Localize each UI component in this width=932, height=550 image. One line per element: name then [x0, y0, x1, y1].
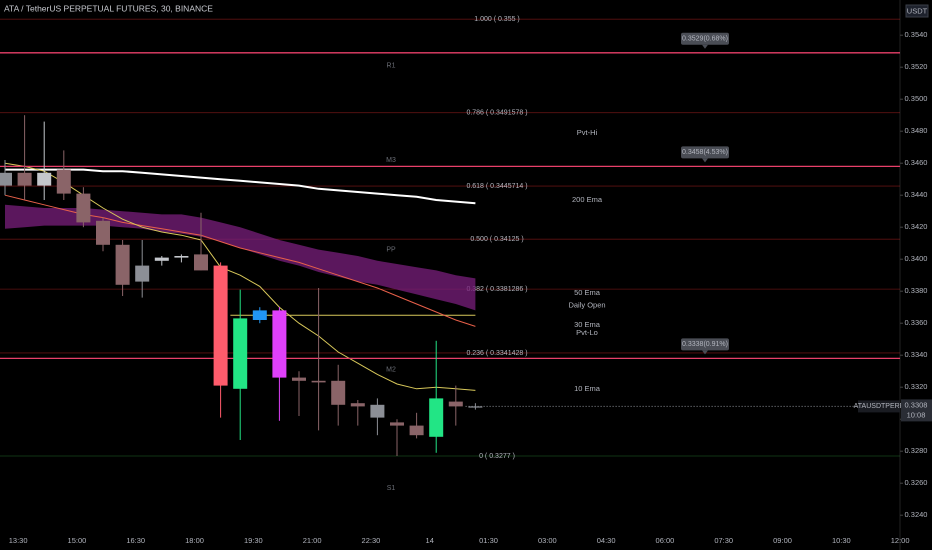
chart-title: ATA / TetherUS PERPETUAL FUTURES, 30, BI…	[4, 3, 213, 13]
x-tick-label: 16:30	[126, 536, 145, 545]
candle-body	[115, 244, 130, 285]
candle-body	[311, 380, 326, 383]
fib-label: 0.500 ( 0.34125 )	[470, 236, 523, 243]
symbol-label: ATAUSDTPERP	[854, 403, 905, 410]
candle-body	[135, 265, 150, 282]
x-tick-label: 10:30	[832, 536, 851, 545]
y-tick-label: 0.3380	[905, 286, 928, 295]
price-tag-label: 0.3338(0.91%)	[682, 341, 728, 348]
x-tick-label: 19:30	[244, 536, 263, 545]
annotation: 200 Ema	[572, 195, 603, 204]
y-tick-label: 0.3460	[905, 158, 928, 167]
fib-label: 0.618 ( 0.3445714 )	[466, 183, 527, 190]
candle-body	[213, 265, 228, 386]
candle-body	[37, 172, 52, 186]
last-price-label: 0.3308	[905, 400, 928, 409]
x-tick-label: 21:00	[303, 536, 322, 545]
candle-body	[76, 193, 91, 223]
candle-body	[370, 404, 385, 418]
candle-body	[252, 310, 267, 320]
y-tick-label: 0.3520	[905, 62, 928, 71]
x-tick-label: 14	[426, 536, 434, 545]
y-tick-label: 0.3540	[905, 30, 928, 39]
fib-label: 1.000 ( 0.355 )	[474, 16, 520, 23]
y-tick-label: 0.3260	[905, 478, 928, 487]
y-tick-label: 0.3240	[905, 510, 928, 519]
last-price-tag	[901, 399, 932, 422]
y-tick-label: 0.3340	[905, 350, 928, 359]
y-tick-label: 0.3280	[905, 446, 928, 455]
x-tick-label: 13:30	[9, 536, 28, 545]
candle-body	[390, 422, 404, 426]
candle-body	[174, 256, 189, 258]
price-tag-label: 0.3529(0.68%)	[682, 36, 728, 43]
price-tag-arrow	[702, 350, 708, 355]
candle-body	[272, 310, 287, 378]
y-tick-label: 0.3360	[905, 318, 928, 327]
annotation: 30 Ema	[574, 320, 601, 329]
candle-body	[331, 380, 346, 405]
annotation: 50 Ema	[574, 288, 601, 297]
candle-body	[0, 172, 12, 186]
x-tick-label: 06:00	[656, 536, 675, 545]
pivot-label: M3	[386, 157, 396, 164]
x-tick-label: 03:00	[538, 536, 557, 545]
candle-body	[96, 220, 110, 245]
candle-body	[468, 406, 483, 408]
fib-label: 0 ( 0.3277 )	[479, 453, 515, 460]
ema-band	[5, 204, 476, 311]
annotation: Daily Open	[568, 301, 605, 310]
fib-label: 0.382 ( 0.3381286 )	[466, 286, 527, 293]
candle-body	[56, 169, 71, 194]
price-tag	[681, 338, 729, 351]
y-tick-label: 0.3440	[905, 190, 928, 199]
candle-body	[292, 377, 306, 381]
y-tick-label: 0.3400	[905, 254, 928, 263]
y-tick-label: 0.3320	[905, 382, 928, 391]
pivot-label: M2	[386, 366, 396, 373]
x-tick-label: 04:30	[597, 536, 616, 545]
annotation: Pvt-Hi	[577, 128, 598, 137]
price-tag-arrow	[702, 44, 708, 49]
price-tag	[681, 32, 729, 45]
candle-body	[154, 257, 169, 261]
x-tick-label: 15:00	[68, 536, 87, 545]
currency-box[interactable]	[905, 4, 929, 18]
x-tick-label: 18:00	[185, 536, 204, 545]
candle-body	[17, 172, 32, 186]
candle-body	[429, 398, 444, 437]
countdown-label: 10:08	[907, 410, 926, 419]
y-tick-label: 0.3420	[905, 222, 928, 231]
y-tick-label: 0.3480	[905, 126, 928, 135]
x-tick-label: 12:00	[891, 536, 910, 545]
y-tick-label: 0.3500	[905, 94, 928, 103]
price-tag	[681, 146, 729, 159]
candle-body	[233, 318, 248, 389]
x-tick-label: 09:00	[773, 536, 792, 545]
annotation: Pvt-Lo	[576, 328, 598, 337]
pivot-label: PP	[386, 246, 396, 253]
pivot-label: S1	[387, 485, 396, 492]
candle-body	[448, 401, 463, 407]
x-tick-label: 22:30	[362, 536, 381, 545]
candle-body	[409, 425, 424, 436]
price-tag-label: 0.3458(4.53%)	[682, 149, 728, 156]
price-tag-arrow	[702, 158, 708, 163]
fib-label: 0.786 ( 0.3491578 )	[466, 110, 527, 117]
pivot-label: R1	[387, 62, 396, 69]
candle-body	[350, 403, 365, 407]
candle-body	[194, 254, 208, 271]
ema-line	[5, 168, 476, 205]
x-tick-label: 01:30	[479, 536, 498, 545]
fib-label: 0.236 ( 0.3341428 )	[466, 350, 527, 357]
symbol-tag	[858, 400, 900, 413]
x-tick-label: 07:30	[714, 536, 733, 545]
currency: USDT	[907, 6, 928, 15]
annotation: 10 Ema	[574, 384, 601, 393]
